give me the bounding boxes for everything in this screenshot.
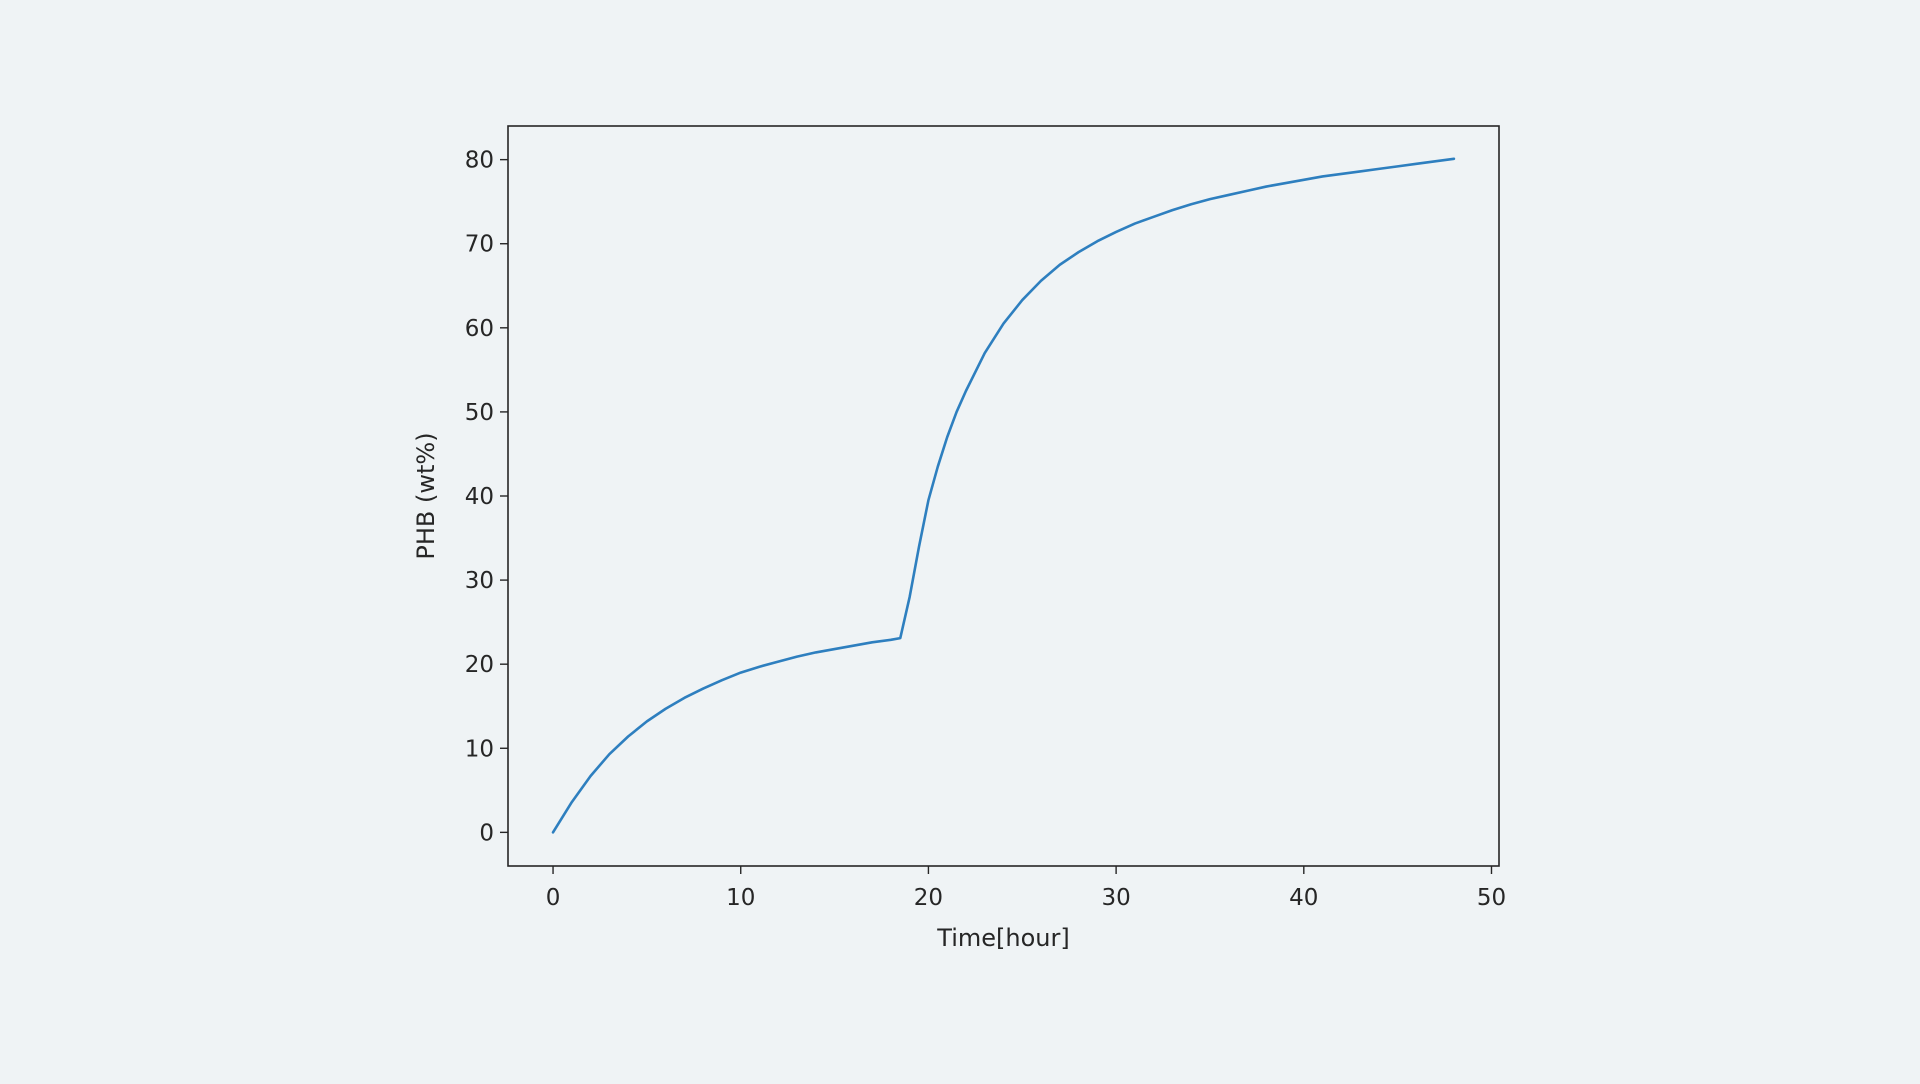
y-tick-label: 20 xyxy=(465,652,494,678)
y-axis-label: PHB (wt%) xyxy=(412,432,440,559)
x-tick-label: 50 xyxy=(1477,885,1506,911)
x-tick-label: 30 xyxy=(1101,885,1130,911)
y-tick-label: 0 xyxy=(479,820,494,846)
x-axis-label: Time[hour] xyxy=(936,924,1069,952)
y-tick-label: 70 xyxy=(465,232,494,258)
y-tick-label: 40 xyxy=(465,484,494,510)
y-tick-label: 60 xyxy=(465,316,494,342)
axes: 0 10 20 30 40 50 0 10 20 30 40 50 60 70 80 xyxy=(465,125,1506,911)
y-tick-label: 50 xyxy=(465,400,494,426)
y-tick-label: 10 xyxy=(465,736,494,762)
plot-frame xyxy=(507,125,1500,867)
plot-area xyxy=(551,157,1456,834)
x-tick-label: 0 xyxy=(546,885,561,911)
x-tick-label: 20 xyxy=(914,885,943,911)
y-tick-label: 30 xyxy=(465,568,494,594)
y-tick-label: 80 xyxy=(465,148,494,174)
series-line-0 xyxy=(551,157,1456,834)
x-tick-label: 40 xyxy=(1289,885,1318,911)
x-tick-label: 10 xyxy=(726,885,755,911)
